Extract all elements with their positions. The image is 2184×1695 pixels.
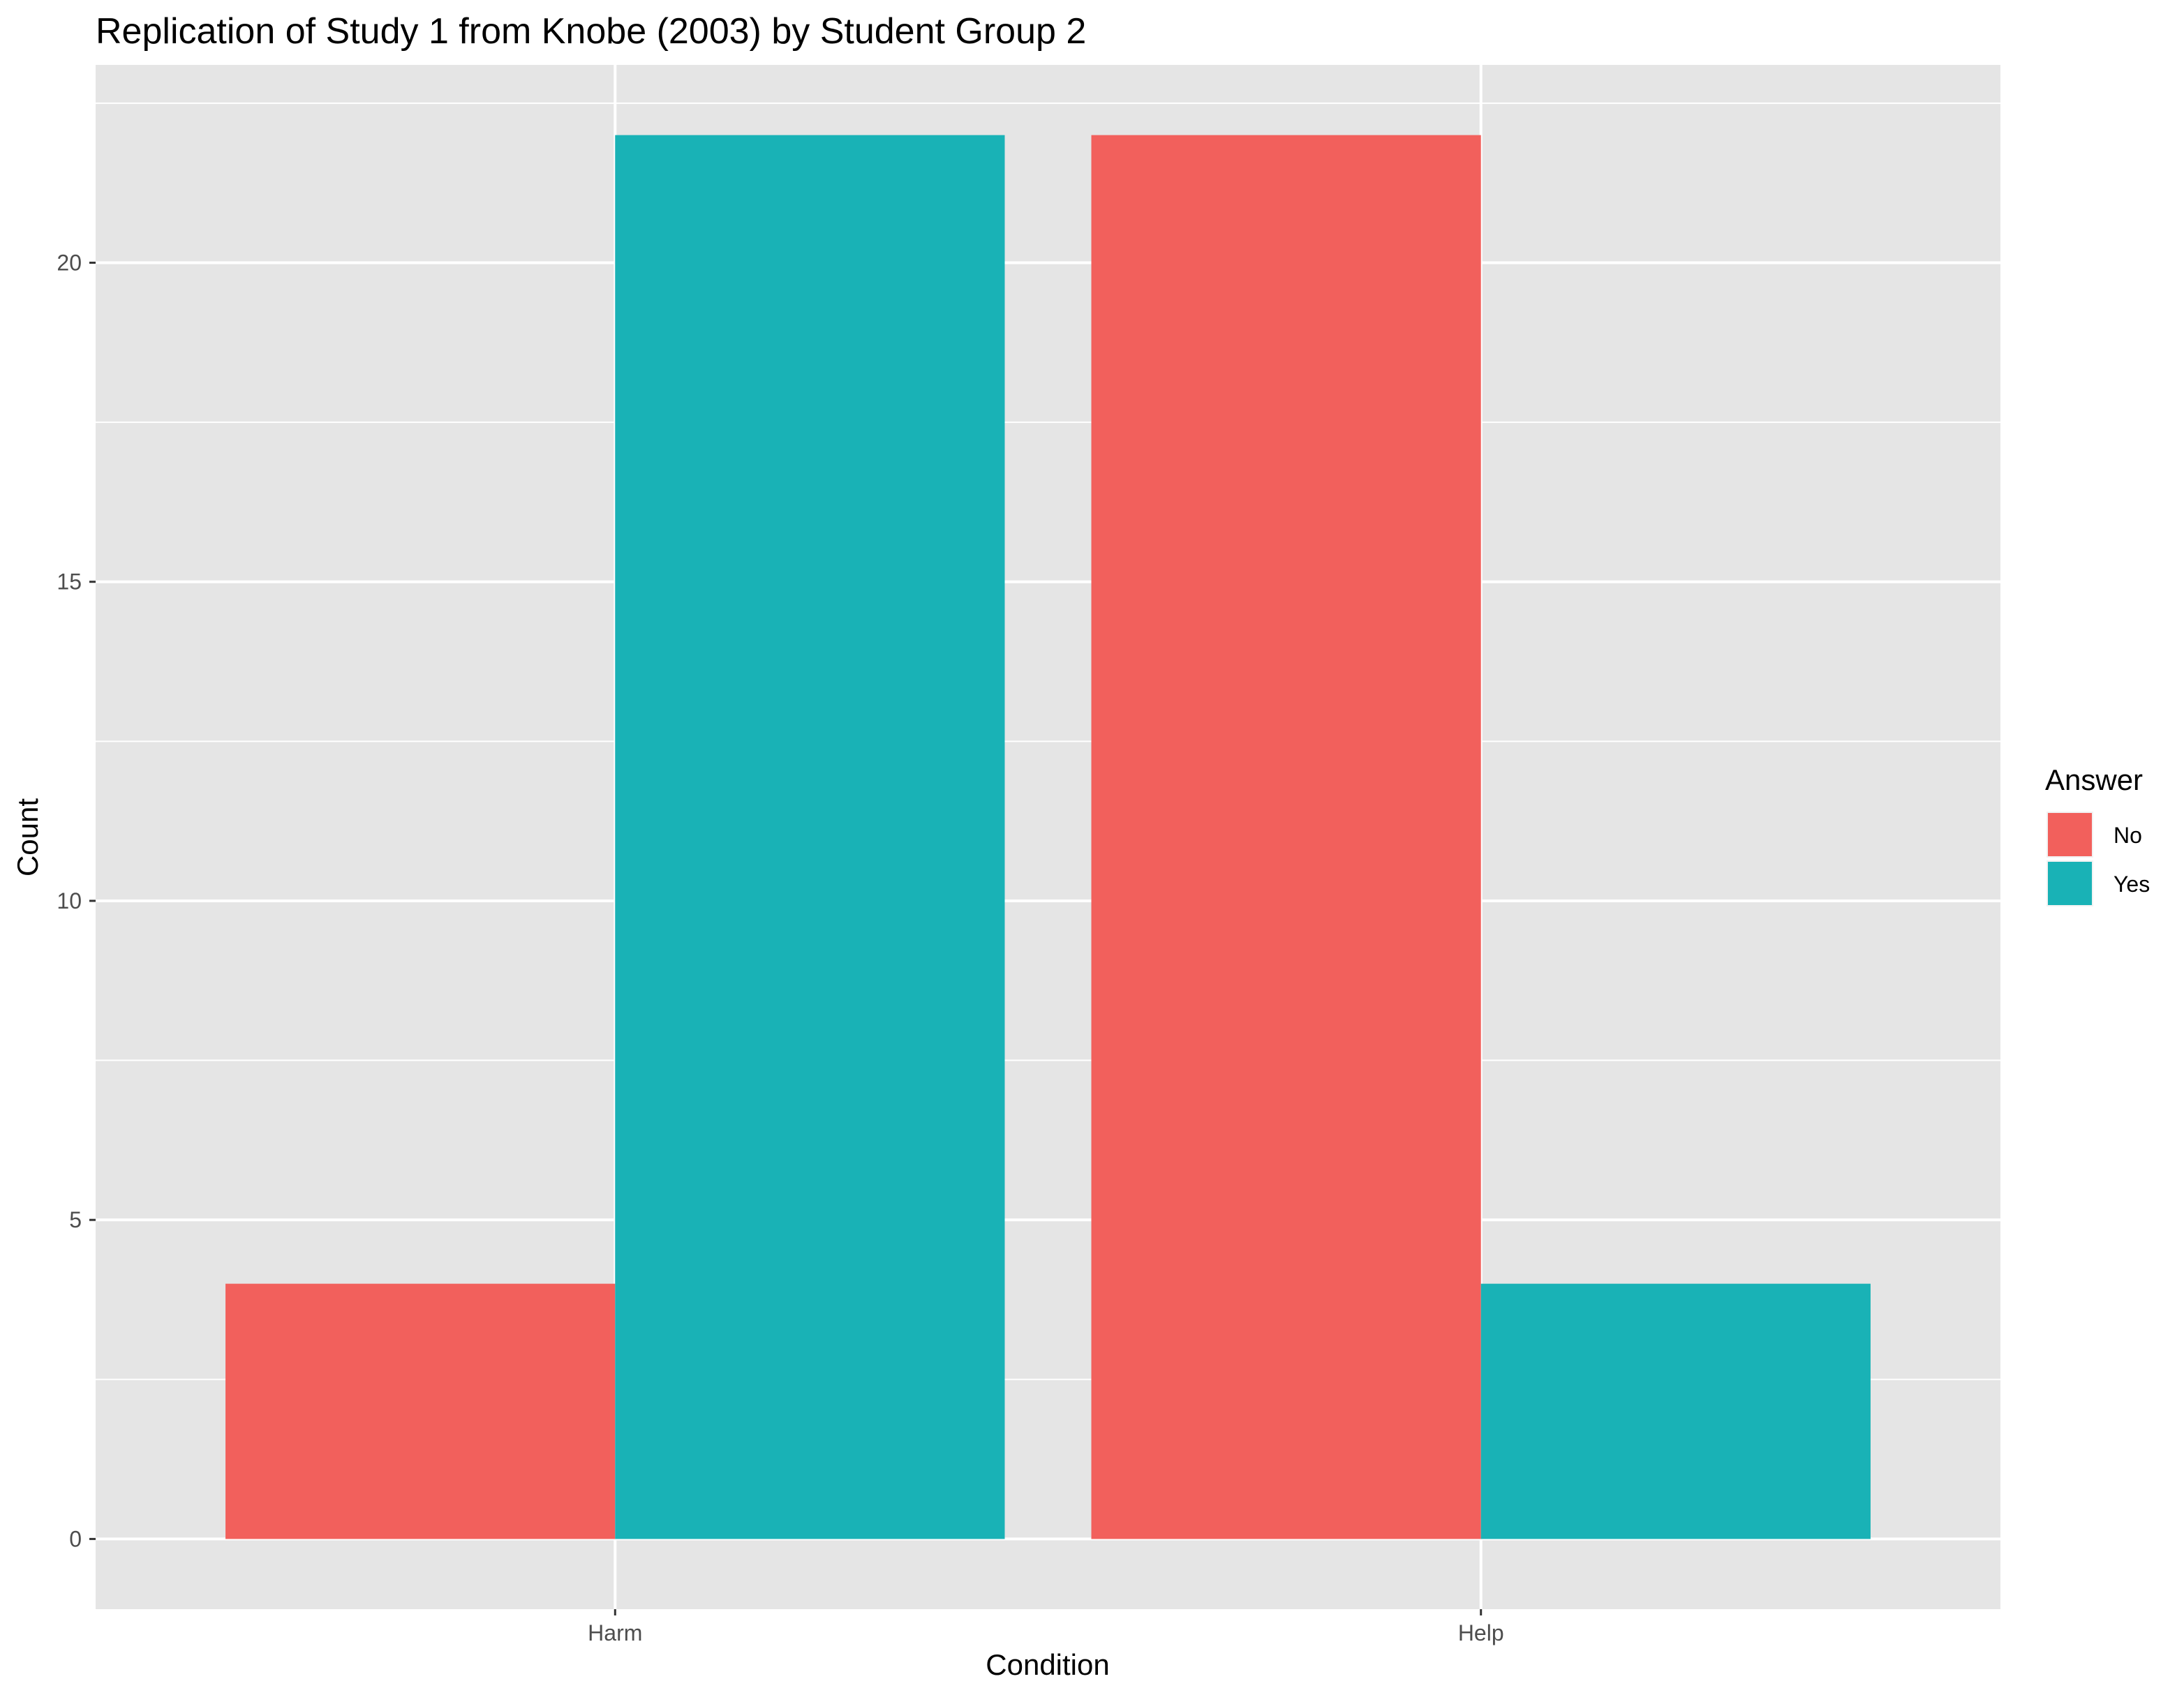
y-axis-title: Count — [11, 798, 44, 876]
x-axis-title: Condition — [986, 1648, 1109, 1681]
x-tick-label: Harm — [588, 1620, 642, 1645]
legend-label-no: No — [2114, 823, 2142, 848]
bar-harm-yes — [615, 135, 1005, 1539]
y-tick-label: 10 — [57, 888, 82, 913]
legend-key-no — [2048, 813, 2092, 856]
x-tick-label: Help — [1458, 1620, 1504, 1645]
chart-title: Replication of Study 1 from Knobe (2003)… — [96, 11, 1086, 52]
legend-items: No Yes — [2046, 812, 2150, 906]
y-tick-label: 0 — [69, 1526, 82, 1551]
y-tick-label: 20 — [57, 250, 82, 275]
y-tick-label: 15 — [57, 569, 82, 595]
legend-label-yes: Yes — [2114, 872, 2150, 897]
bar-help-yes — [1480, 1283, 1871, 1539]
legend-title: Answer — [2045, 763, 2143, 796]
bar-help-no — [1091, 135, 1481, 1539]
y-tick-label: 5 — [69, 1207, 82, 1232]
legend-key-yes — [2048, 862, 2092, 905]
x-axis: Harm Help — [588, 1609, 1504, 1645]
y-axis: 0 5 10 15 20 — [57, 250, 96, 1551]
legend: Answer No Yes — [2045, 763, 2150, 906]
bar-harm-no — [225, 1283, 616, 1539]
bars — [225, 135, 1871, 1539]
